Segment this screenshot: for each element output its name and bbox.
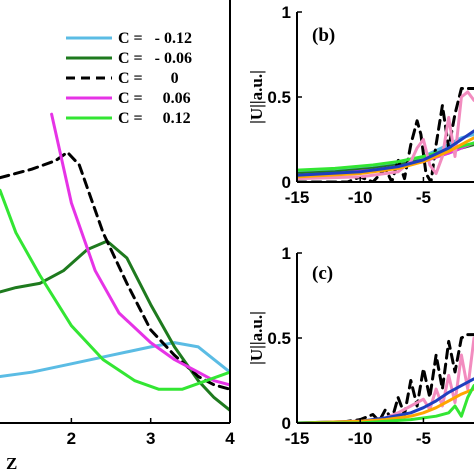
series-line-a-4	[0, 188, 230, 391]
x-tick-label-a-0: 2	[67, 429, 76, 448]
series-line-a-2	[0, 150, 230, 391]
panel-b-label: (b)	[312, 25, 335, 46]
panel-c-label: (c)	[312, 263, 333, 284]
x-tick-label-c-0: -15	[285, 429, 310, 448]
legend-entry-0: C = - 0.12	[118, 30, 192, 47]
panel-a-x-ticks: 2 3 4	[67, 418, 235, 448]
y-tick-label-c-2: 1	[282, 244, 291, 263]
panel-b: -15 -10 -5 0 0.5 1 (b) |U||a.u.|	[247, 3, 474, 207]
x-tick-label-a-2: 4	[225, 429, 235, 448]
x-tick-label-c-2: -5	[416, 429, 431, 448]
legend-entry-3: C = 0.06	[118, 90, 191, 107]
x-tick-label-b-1: -10	[348, 188, 373, 207]
x-tick-label-a-1: 3	[146, 429, 155, 448]
y-tick-label-b-0: 0	[282, 173, 291, 192]
series-line-a-3	[50, 112, 230, 387]
panel-c-curves	[297, 333, 474, 423]
panel-a-x-label: Z	[6, 454, 17, 473]
y-tick-label-c-1: 0.5	[267, 329, 291, 348]
panel-a-curves	[0, 112, 230, 412]
panel-b-curves	[297, 87, 474, 182]
panel-c: -15 -10 -5 0 0.5 1 (c) |U||a.u.|	[247, 244, 474, 448]
panel-b-ticks: -15 -10 -5 0 0.5 1	[267, 3, 431, 207]
x-tick-label-c-1: -10	[348, 429, 373, 448]
panel-c-ticks: -15 -10 -5 0 0.5 1	[267, 244, 431, 448]
series-line-a-0	[0, 341, 230, 378]
y-tick-label-c-0: 0	[282, 414, 291, 433]
series-line-b-7	[297, 129, 474, 177]
legend-entry-1: C = - 0.06	[118, 50, 192, 67]
series-line-b-6	[297, 136, 474, 179]
legend-entry-4: C = 0.12	[118, 110, 191, 127]
panel-b-y-label: |U||a.u.|	[247, 70, 266, 124]
y-tick-label-b-2: 1	[282, 3, 291, 22]
y-tick-label-b-1: 0.5	[267, 88, 291, 107]
panel-c-y-label: |U||a.u.|	[247, 311, 266, 365]
legend-entry-2: C = 0	[118, 70, 179, 87]
series-line-b-5	[297, 90, 474, 181]
x-tick-label-b-2: -5	[416, 188, 431, 207]
series-line-c-0	[297, 333, 474, 423]
panel-a-legend: C = - 0.12 C = - 0.06 C = 0 C = 0.06 C = 0.1…	[66, 30, 192, 127]
x-tick-label-b-0: -15	[285, 188, 310, 207]
series-line-c-3	[297, 387, 474, 423]
